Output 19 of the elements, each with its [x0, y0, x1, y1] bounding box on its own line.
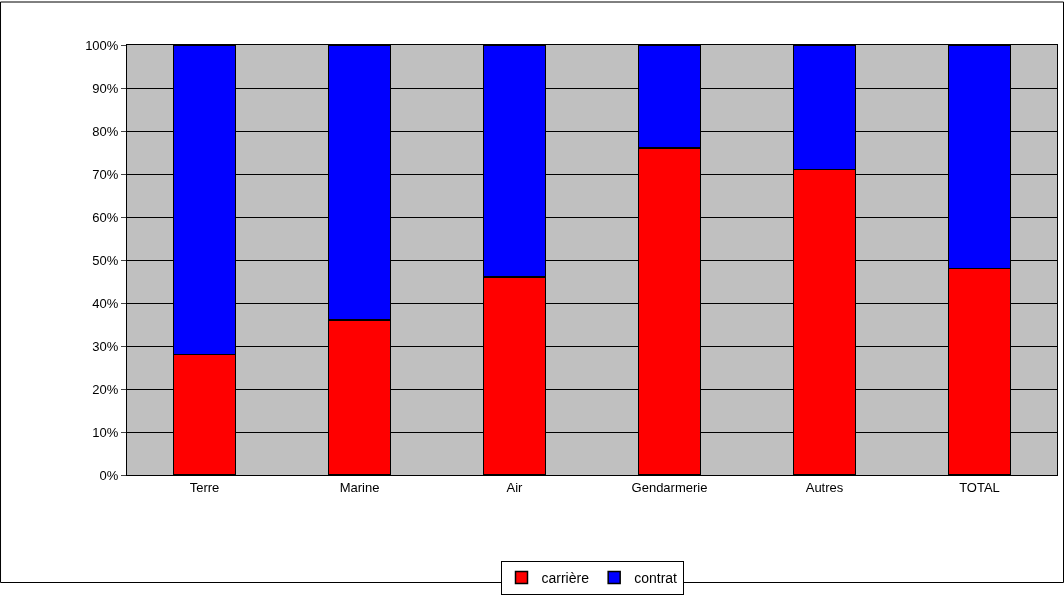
y-tick-label: 70% — [92, 166, 119, 182]
y-tick-label: 80% — [92, 123, 119, 139]
y-tick-label: 10% — [92, 424, 119, 440]
x-tick-label: Air — [506, 479, 524, 495]
x-tick-label: TOTAL — [959, 479, 1000, 495]
x-tick-label: Autres — [805, 479, 844, 495]
y-tick-label: 50% — [92, 252, 119, 268]
x-tick-label: Gendarmerie — [631, 479, 708, 495]
y-tick-label: 20% — [92, 381, 119, 397]
x-tick-label: Terre — [189, 479, 220, 495]
x-tick-label: Marine — [339, 479, 380, 495]
legend-label: carrière — [541, 570, 590, 587]
y-tick-label: 100% — [85, 37, 119, 53]
y-tick-label: 40% — [92, 295, 119, 311]
y-tick-label: 0% — [99, 467, 119, 483]
y-tick-label: 30% — [92, 338, 119, 354]
legend-label: contrat — [634, 570, 678, 587]
y-tick-label: 60% — [92, 209, 119, 225]
y-tick-label: 90% — [92, 80, 119, 96]
